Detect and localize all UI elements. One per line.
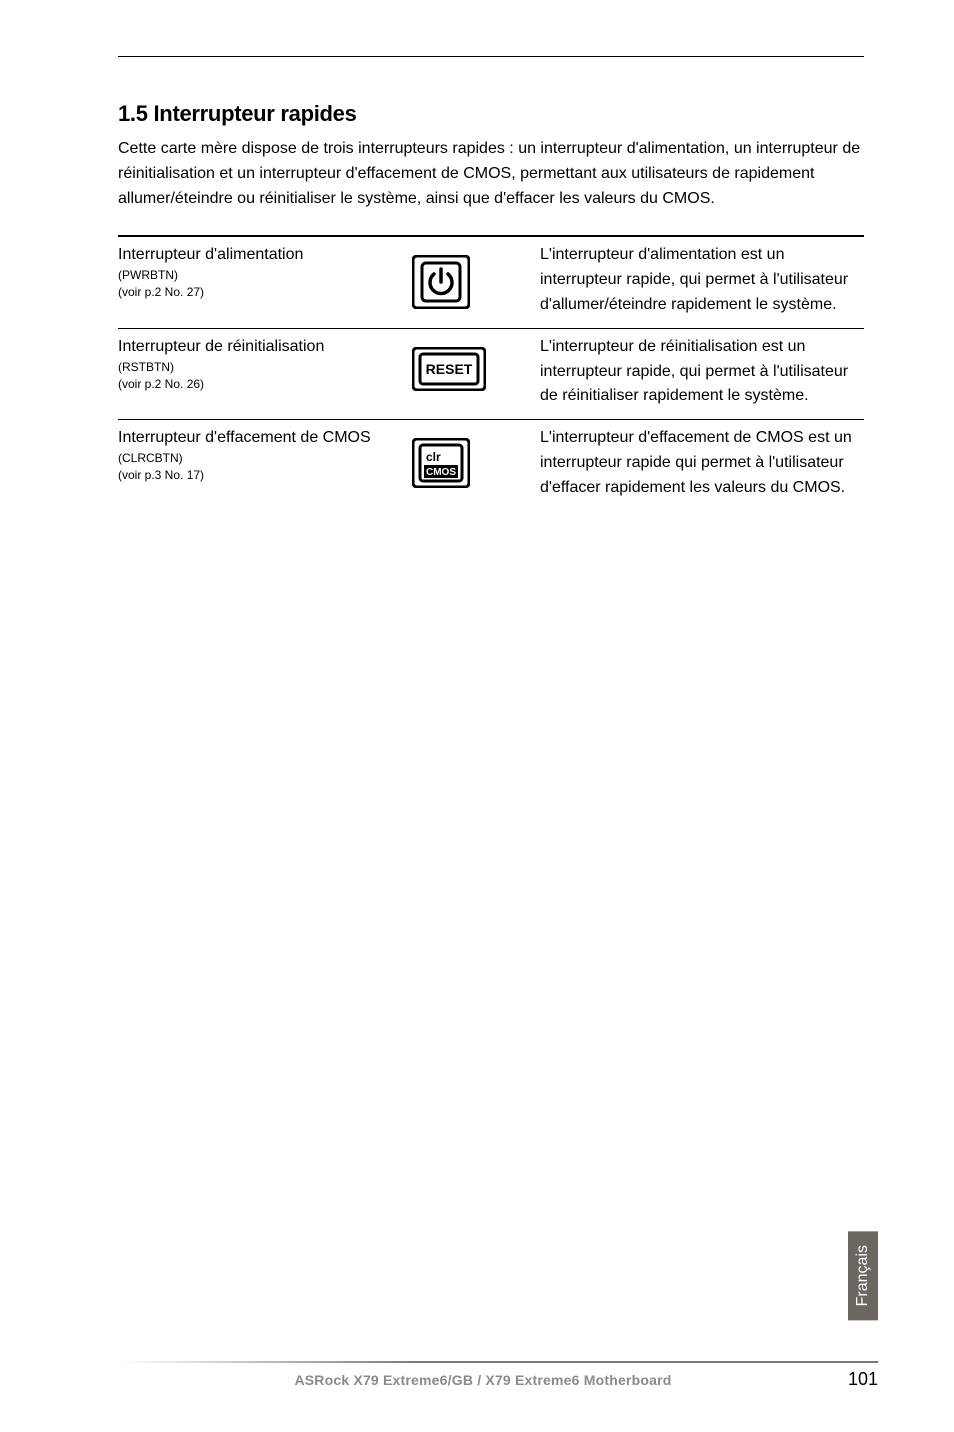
switch-name: Interrupteur d'effacement de CMOS — [118, 426, 412, 450]
switch-row-power: Interrupteur d'alimentation (PWRBTN) (vo… — [118, 235, 864, 327]
section-intro: Cette carte mère dispose de trois interr… — [118, 137, 864, 211]
switch-desc: L'interrupteur d'effacement de CMOS est … — [540, 426, 864, 510]
switch-name: Interrupteur de réinitialisation — [118, 335, 412, 359]
switch-row-reset: Interrupteur de réinitialisation (RSTBTN… — [118, 328, 864, 419]
power-icon — [412, 255, 470, 309]
page-number: 101 — [848, 1369, 878, 1390]
svg-text:CMOS: CMOS — [426, 467, 456, 478]
switch-ref: (voir p.3 No. 17) — [118, 467, 412, 484]
cmos-clear-icon: clr CMOS — [412, 438, 470, 488]
top-horizontal-rule — [118, 56, 864, 57]
language-side-tab: Français — [848, 1231, 878, 1320]
footer-rule — [118, 1361, 878, 1363]
section-title: 1.5 Interrupteur rapides — [118, 101, 864, 127]
switch-name: Interrupteur d'alimentation — [118, 243, 412, 267]
switch-ref: (voir p.2 No. 26) — [118, 376, 412, 393]
svg-text:clr: clr — [426, 450, 441, 464]
switch-row-cmos: Interrupteur d'effacement de CMOS (CLRCB… — [118, 419, 864, 510]
switch-code: (RSTBTN) — [118, 359, 412, 376]
switch-desc: L'interrupteur de réinitialisation est u… — [540, 335, 864, 419]
switch-ref: (voir p.2 No. 27) — [118, 284, 412, 301]
switch-code: (PWRBTN) — [118, 267, 412, 284]
switch-desc: L'interrupteur d'alimentation est un int… — [540, 243, 864, 327]
footer-title: ASRock X79 Extreme6/GB / X79 Extreme6 Mo… — [118, 1372, 848, 1388]
svg-text:RESET: RESET — [426, 361, 473, 377]
reset-icon: RESET — [412, 347, 486, 391]
switch-code: (CLRCBTN) — [118, 450, 412, 467]
